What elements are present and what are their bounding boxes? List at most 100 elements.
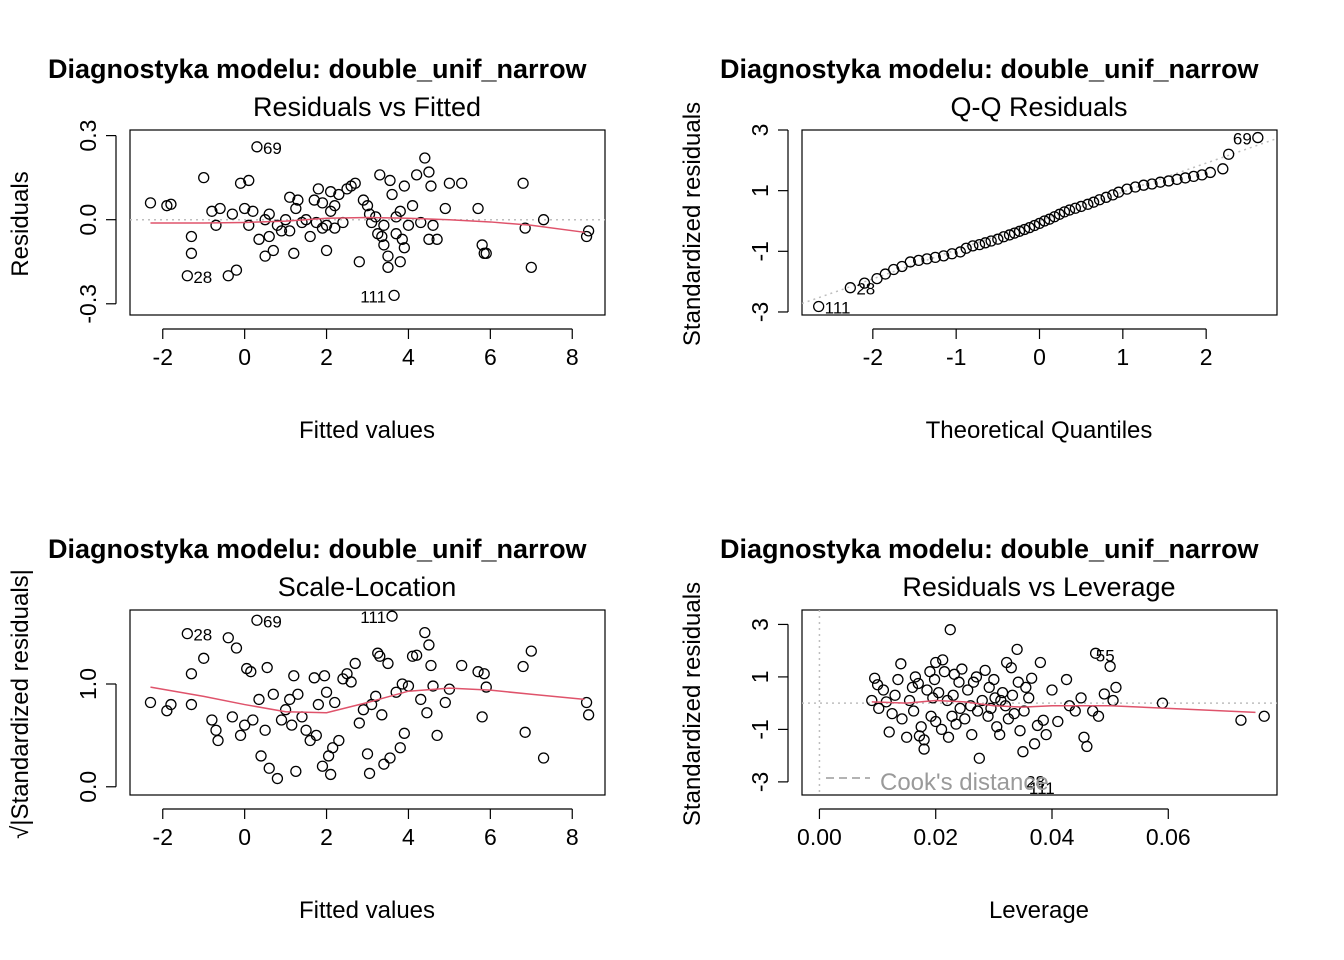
data-point	[361, 200, 374, 212]
data-point	[1088, 196, 1100, 208]
data-point	[1104, 660, 1116, 673]
data-point	[284, 693, 296, 706]
data-point	[866, 694, 878, 707]
data-point	[253, 693, 265, 706]
data-point	[1171, 173, 1183, 186]
data-point	[376, 709, 388, 721]
data-point	[956, 663, 968, 675]
data-point	[1163, 175, 1175, 187]
data-point	[1008, 708, 1020, 720]
y-axis-label: Standardized residuals	[679, 102, 706, 346]
data-point	[337, 216, 349, 229]
data-point	[181, 270, 193, 282]
data-point	[247, 714, 259, 726]
data-point	[1217, 163, 1229, 175]
data-point	[239, 202, 251, 215]
data-point	[234, 729, 247, 742]
data-point	[443, 177, 456, 189]
data-point	[1188, 170, 1200, 183]
data-point	[363, 767, 376, 780]
data-point	[230, 642, 243, 654]
data-point	[386, 610, 398, 622]
data-point	[937, 654, 949, 666]
data-point	[1146, 178, 1158, 190]
data-point	[439, 696, 451, 709]
data-point	[954, 702, 966, 715]
data-point	[886, 708, 898, 720]
data-point	[892, 673, 904, 686]
data-point	[1058, 206, 1071, 218]
data-point	[308, 194, 320, 206]
data-point	[243, 219, 255, 231]
y-tick-labels: -3 -1 1 3	[747, 124, 773, 323]
data-point	[353, 717, 365, 729]
point-label: 69	[263, 612, 282, 631]
data-point	[329, 696, 341, 709]
data-point	[582, 709, 595, 721]
data-point	[480, 247, 492, 259]
data-point	[1014, 725, 1026, 737]
data-point	[370, 690, 382, 702]
y-tick-label: -1	[747, 241, 773, 261]
data-point	[1034, 656, 1047, 669]
x-tick-label: -2	[153, 824, 173, 850]
data-point	[921, 253, 933, 265]
data-point	[889, 689, 901, 701]
data-point	[245, 666, 257, 678]
y-tick-label: -3	[747, 772, 773, 792]
data-point	[271, 219, 284, 231]
data-point	[918, 743, 930, 755]
data-point	[1138, 179, 1150, 191]
data-point	[991, 721, 1003, 733]
y-tick-label: 3	[747, 618, 773, 631]
data-point	[398, 180, 411, 192]
data-point	[525, 261, 537, 273]
data-point	[1075, 692, 1087, 704]
data-point	[912, 677, 924, 690]
data-point	[1252, 131, 1264, 144]
data-point	[929, 251, 941, 264]
data-point	[985, 702, 997, 715]
data-point	[959, 713, 971, 725]
data-point	[396, 233, 408, 245]
data-point	[382, 261, 394, 273]
data-point	[973, 752, 985, 764]
data-point	[290, 765, 302, 778]
data-point	[320, 244, 333, 257]
data-point	[390, 228, 402, 240]
data-point	[320, 686, 333, 698]
data-point	[374, 650, 386, 662]
smoother-line	[871, 699, 1256, 714]
point-labels: 28 69 111	[193, 608, 386, 644]
data-point	[421, 707, 433, 719]
data-point	[431, 729, 443, 742]
data-point	[1258, 710, 1270, 722]
data-point	[1204, 166, 1216, 179]
data-point	[275, 714, 288, 726]
data-point	[333, 188, 345, 201]
data-point	[930, 715, 942, 728]
data-point	[1012, 676, 1024, 688]
data-point	[378, 239, 390, 251]
data-point	[1038, 215, 1051, 227]
data-point	[415, 216, 427, 229]
data-point	[263, 230, 275, 243]
data-point	[1093, 194, 1106, 206]
data-point	[222, 632, 234, 644]
point-label: 28	[1026, 773, 1045, 792]
data-point	[382, 657, 394, 670]
plot-frame	[801, 129, 1278, 316]
data-point	[292, 688, 304, 700]
x-tick-label: 0	[1033, 344, 1046, 370]
data-point	[398, 727, 411, 739]
data-point	[410, 169, 423, 181]
data-point	[1052, 715, 1064, 728]
data-point	[255, 750, 267, 762]
data-point	[1235, 714, 1247, 726]
data-point	[989, 692, 1001, 704]
data-point	[813, 300, 825, 313]
x-axis-label: Fitted values	[299, 897, 435, 924]
panel-qq-residuals: Diagnostyka modelu: double_unif_narrow Q…	[679, 54, 1278, 444]
y-tick-label: -1	[747, 719, 773, 739]
data-point	[1092, 710, 1105, 722]
